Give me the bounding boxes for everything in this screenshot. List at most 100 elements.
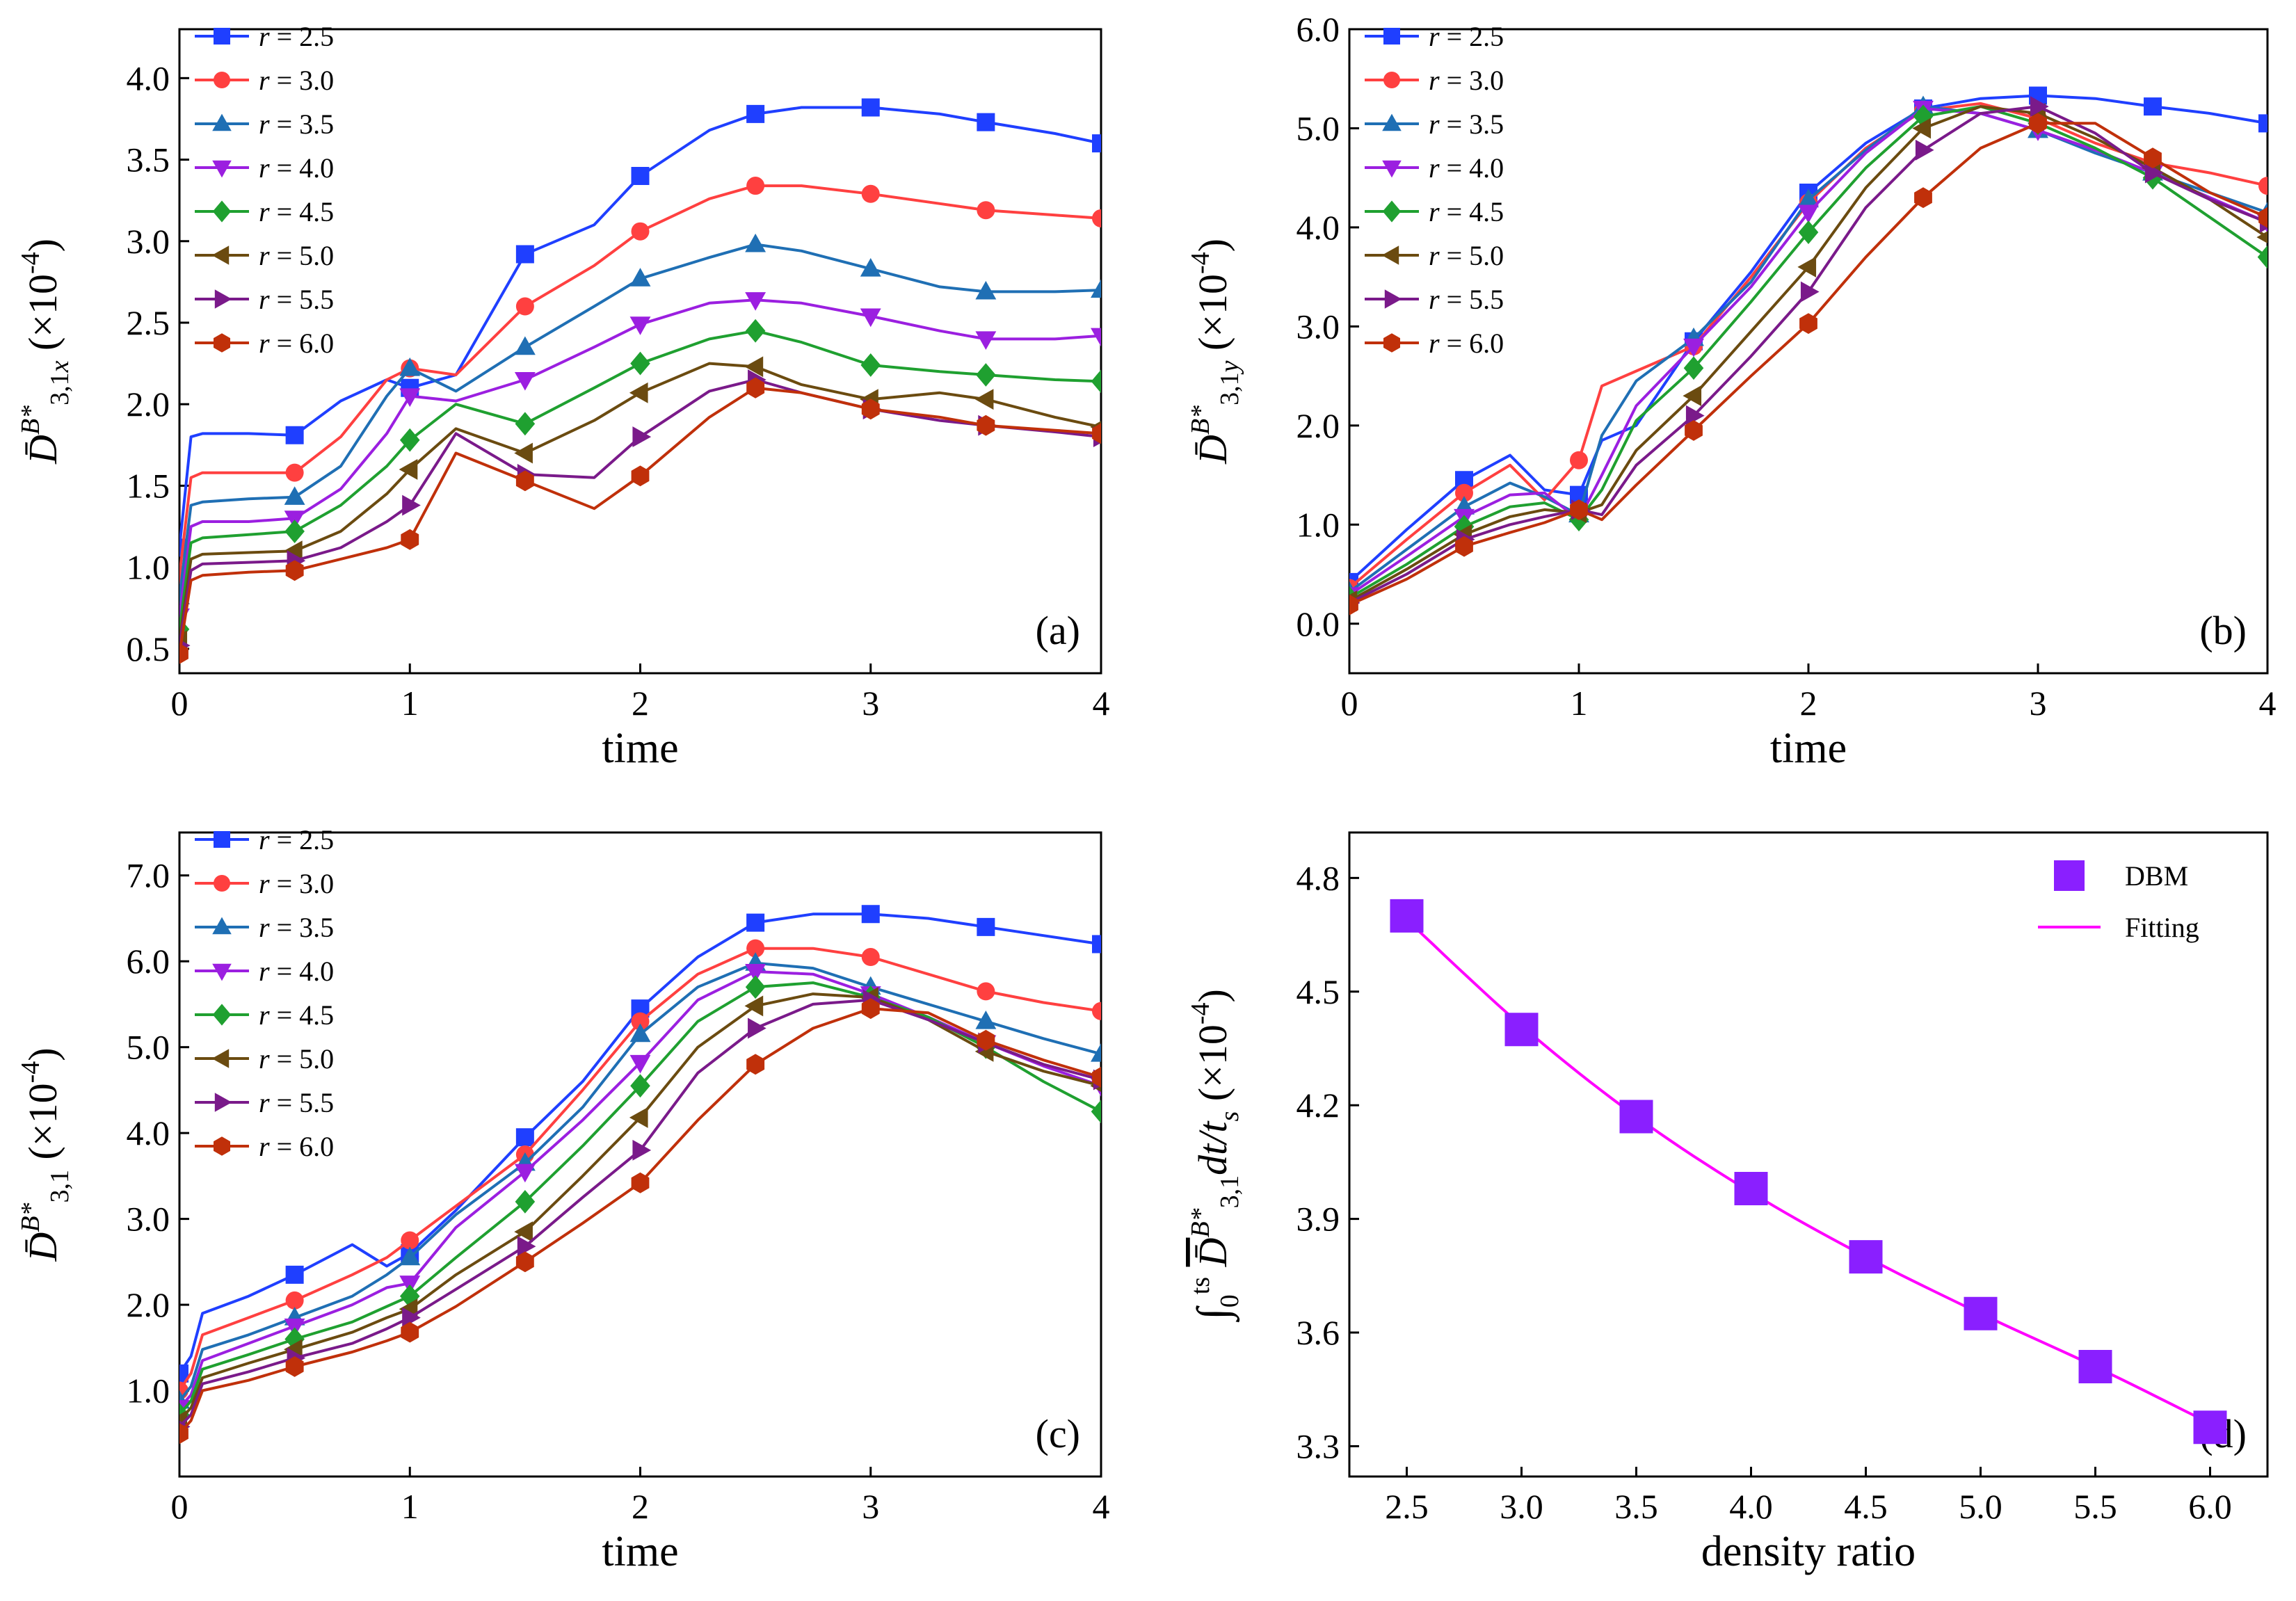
legend-entry: r = 2.5 (195, 824, 334, 855)
series-marker (629, 1054, 651, 1074)
series-marker (1091, 1043, 1101, 1062)
series-marker (631, 166, 650, 185)
series-line (1349, 122, 2267, 606)
series-marker (1091, 328, 1101, 347)
y-axis-title: D̄B*3,1y (×10-4) (1186, 239, 1244, 465)
series-marker (1349, 594, 1358, 616)
legend-label: r = 3.0 (259, 868, 334, 899)
series-marker (977, 415, 995, 436)
series-marker (2258, 114, 2267, 133)
series-marker (1455, 471, 1473, 490)
legend-label: r = 3.5 (259, 912, 334, 943)
series-marker (744, 356, 764, 378)
y-tick-label: 3.0 (1296, 307, 1340, 346)
legend-label: r = 6.0 (259, 328, 334, 359)
legend-label: r = 5.5 (1429, 284, 1504, 315)
legend-label: r = 4.5 (259, 196, 334, 227)
legend-label: r = 3.0 (259, 65, 334, 96)
y-tick-label: 1.5 (127, 466, 170, 505)
series-marker (1570, 499, 1588, 520)
series-marker (629, 382, 648, 403)
series-marker (1092, 134, 1101, 153)
series-marker (861, 998, 880, 1020)
legend-marker (214, 1093, 232, 1112)
series-marker (285, 1265, 304, 1284)
legend-entry: r = 4.0 (195, 956, 334, 987)
series-marker (975, 1011, 997, 1029)
legend-label: r = 2.5 (259, 824, 334, 855)
legend-label: r = 2.5 (1429, 21, 1504, 52)
legend-marker (212, 1004, 232, 1026)
x-tick-label: 3 (862, 684, 879, 723)
legend-label: r = 4.0 (259, 956, 334, 987)
x-tick-label: 1 (401, 1487, 419, 1526)
series-line (179, 912, 1101, 1374)
legend-entry: r = 6.0 (1365, 328, 1504, 359)
series-marker (401, 1321, 419, 1343)
series-marker (1800, 281, 1820, 303)
series-marker (630, 351, 650, 376)
series-marker (1092, 423, 1101, 444)
panel-d: 2.5 3.0 3.5 4.0 4.5 5.0 5.5 6.0 3.3 3.6 3.9 4.2 4.5 4… (1186, 831, 2269, 1575)
series-marker (1092, 1001, 1101, 1020)
series-marker (629, 268, 651, 287)
series-marker (2258, 177, 2267, 195)
legend-marker (2054, 860, 2085, 891)
legend-entry: r = 3.0 (195, 868, 334, 899)
y-tick-label: 0.5 (127, 629, 170, 668)
series-marker (745, 963, 766, 983)
legend-entry: r = 5.5 (195, 284, 334, 315)
series-marker (632, 1139, 652, 1161)
legend-label: r = 2.5 (259, 21, 334, 52)
y-tick-label: 3.0 (127, 1200, 170, 1239)
x-tick-label: 0 (1341, 684, 1358, 723)
x-tick-label: 2 (1800, 684, 1817, 723)
series-marker (399, 428, 420, 452)
y-tick-label: 6.0 (1296, 10, 1340, 49)
svg-text:D̄B*3,1y (×10-4): D̄B*3,1y (×10-4) (1186, 239, 1244, 465)
legend-marker (1384, 289, 1402, 309)
legend-marker (212, 160, 232, 178)
panel-label: (c) (1036, 1411, 1080, 1456)
series-marker (179, 1423, 188, 1445)
legend-label: r = 5.5 (259, 1087, 334, 1118)
legend-marker (1382, 113, 1402, 131)
legend-marker (1383, 333, 1400, 353)
series-line (179, 378, 1101, 646)
x-tick-label: 6.0 (2188, 1487, 2232, 1526)
x-tick-label: 4 (1093, 684, 1110, 723)
legend-marker (212, 917, 232, 935)
y-tick-label: 1.0 (127, 548, 170, 587)
panel-label: (a) (1036, 608, 1080, 653)
series-line (179, 362, 1101, 641)
series-marker (631, 222, 650, 241)
series-marker (399, 459, 418, 480)
legend-label: r = 5.5 (259, 284, 334, 315)
series-line (179, 243, 1101, 597)
legend-label: r = 4.0 (259, 152, 334, 184)
series-marker (284, 486, 305, 505)
x-tick-label: 4 (2259, 684, 2277, 723)
series-marker (861, 184, 880, 203)
series-marker (748, 1017, 766, 1039)
series-marker (975, 280, 997, 300)
y-tick-label: 2.0 (127, 385, 170, 424)
series-marker (744, 995, 764, 1017)
series-marker (399, 1246, 421, 1266)
series-marker (631, 1172, 650, 1193)
y-tick-label: 2.5 (127, 303, 170, 342)
y-tick-label: 4.0 (1296, 208, 1340, 247)
series-marker (1092, 935, 1101, 954)
legend-marker (214, 831, 230, 848)
series-marker (515, 470, 534, 492)
series-marker (631, 1012, 650, 1031)
series-marker (746, 377, 765, 399)
series-marker (1092, 209, 1101, 227)
x-tick-label: 3.5 (1614, 1487, 1658, 1526)
legend-entry: r = 2.5 (195, 21, 334, 52)
series-marker (1455, 536, 1473, 557)
series-marker (977, 113, 995, 131)
series-marker (1683, 338, 1704, 357)
series-marker (2258, 207, 2267, 228)
legend-label: r = 3.0 (1429, 65, 1504, 96)
